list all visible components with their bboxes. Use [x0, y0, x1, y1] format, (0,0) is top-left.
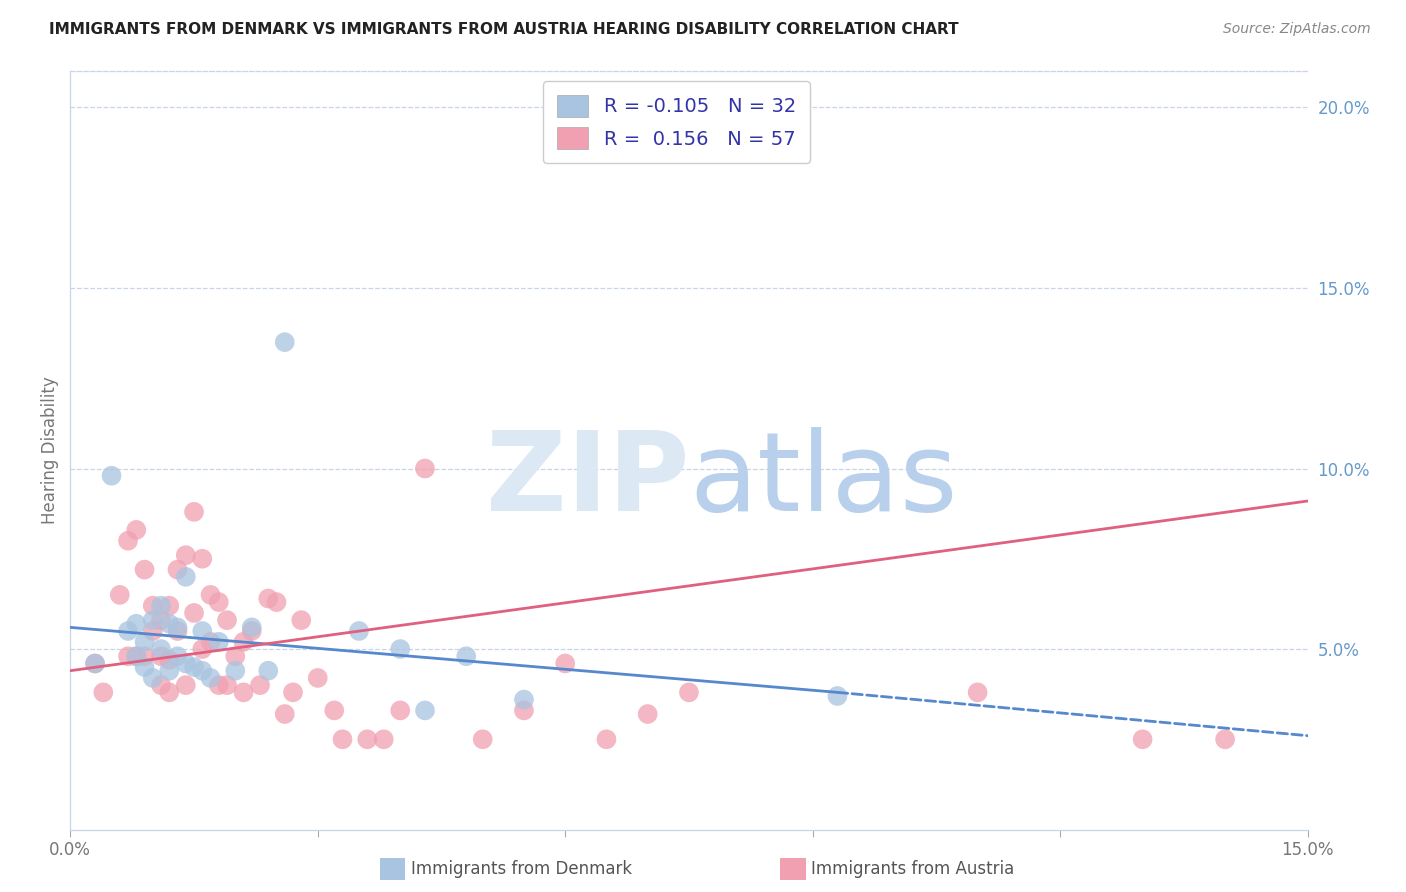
Point	[389, 703, 412, 717]
Point	[125, 616, 148, 631]
Point	[134, 660, 156, 674]
Point	[471, 732, 494, 747]
Point	[142, 599, 165, 613]
Point	[456, 649, 478, 664]
Point	[150, 599, 173, 613]
Point	[142, 624, 165, 638]
Y-axis label: Hearing Disability: Hearing Disability	[41, 376, 59, 524]
Point	[323, 703, 346, 717]
Point	[183, 606, 205, 620]
Point	[513, 703, 536, 717]
Point	[215, 613, 238, 627]
Legend: R = -0.105   N = 32, R =  0.156   N = 57: R = -0.105 N = 32, R = 0.156 N = 57	[544, 81, 810, 163]
Point	[290, 613, 312, 627]
Point	[208, 635, 231, 649]
Point	[200, 671, 222, 685]
Point	[232, 635, 254, 649]
Point	[157, 653, 180, 667]
Point	[157, 616, 180, 631]
Point	[595, 732, 617, 747]
Point	[150, 649, 173, 664]
Point	[150, 642, 173, 657]
Point	[249, 678, 271, 692]
Point	[174, 570, 197, 584]
Point	[232, 685, 254, 699]
Point	[208, 678, 231, 692]
Point	[117, 624, 139, 638]
Point	[215, 678, 238, 692]
Point	[84, 657, 107, 671]
Point	[142, 671, 165, 685]
Point	[513, 692, 536, 706]
Point	[208, 595, 231, 609]
Point	[191, 642, 214, 657]
Point	[413, 703, 436, 717]
Point	[142, 613, 165, 627]
Point	[332, 732, 354, 747]
Point	[257, 664, 280, 678]
Point	[191, 664, 214, 678]
Point	[150, 678, 173, 692]
Point	[84, 657, 107, 671]
Point	[257, 591, 280, 606]
Point	[1132, 732, 1154, 747]
Point	[134, 649, 156, 664]
Point	[554, 657, 576, 671]
Point	[240, 620, 263, 634]
Point	[373, 732, 395, 747]
Point	[166, 563, 188, 577]
Point	[274, 706, 297, 721]
Point	[274, 335, 297, 350]
Point	[413, 461, 436, 475]
Text: ZIP: ZIP	[485, 427, 689, 534]
Point	[157, 664, 180, 678]
Point	[191, 551, 214, 566]
Point	[91, 685, 114, 699]
Point	[174, 657, 197, 671]
Point	[266, 595, 288, 609]
Point	[166, 624, 188, 638]
Point	[191, 624, 214, 638]
Text: Immigrants from Austria: Immigrants from Austria	[811, 860, 1015, 878]
Point	[240, 624, 263, 638]
Point	[389, 642, 412, 657]
Point	[183, 505, 205, 519]
Point	[150, 613, 173, 627]
Point	[117, 533, 139, 548]
Text: atlas: atlas	[689, 427, 957, 534]
Point	[200, 635, 222, 649]
Point	[827, 689, 849, 703]
Point	[108, 588, 131, 602]
Point	[174, 678, 197, 692]
Point	[224, 664, 246, 678]
Point	[174, 548, 197, 562]
Point	[966, 685, 988, 699]
Text: Immigrants from Denmark: Immigrants from Denmark	[411, 860, 631, 878]
Point	[125, 523, 148, 537]
Point	[224, 649, 246, 664]
Point	[1213, 732, 1236, 747]
Point	[134, 563, 156, 577]
Point	[166, 620, 188, 634]
Point	[281, 685, 304, 699]
Point	[183, 660, 205, 674]
Point	[125, 649, 148, 664]
Point	[157, 599, 180, 613]
Text: Source: ZipAtlas.com: Source: ZipAtlas.com	[1223, 22, 1371, 37]
Point	[100, 468, 122, 483]
Point	[678, 685, 700, 699]
Point	[347, 624, 370, 638]
Point	[637, 706, 659, 721]
Text: IMMIGRANTS FROM DENMARK VS IMMIGRANTS FROM AUSTRIA HEARING DISABILITY CORRELATIO: IMMIGRANTS FROM DENMARK VS IMMIGRANTS FR…	[49, 22, 959, 37]
Point	[307, 671, 329, 685]
Point	[134, 635, 156, 649]
Point	[117, 649, 139, 664]
Point	[356, 732, 378, 747]
Point	[200, 588, 222, 602]
Point	[166, 649, 188, 664]
Point	[157, 685, 180, 699]
Point	[125, 649, 148, 664]
